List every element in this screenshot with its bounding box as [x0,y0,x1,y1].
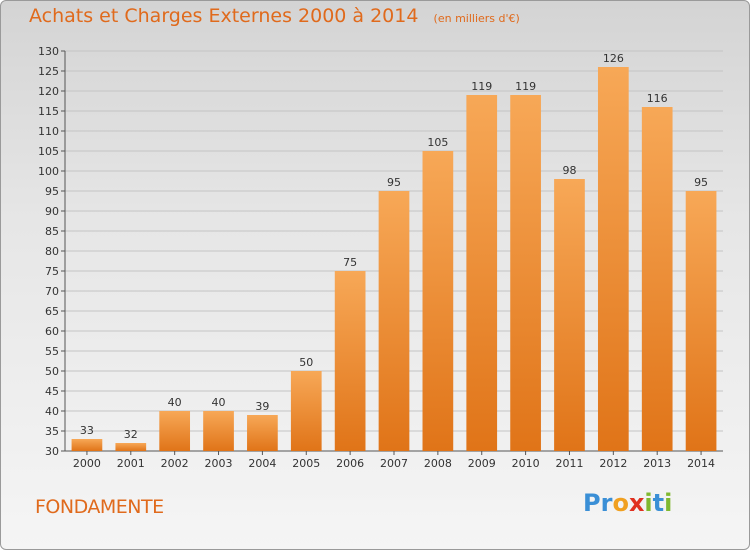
bar-2012 [597,67,629,451]
y-tick-label: 35 [45,425,59,438]
bar-2009 [466,95,498,451]
bar-2006 [334,271,366,451]
bar-2013 [641,107,673,451]
x-tick-label: 2014 [687,457,715,470]
y-tick-label: 60 [45,325,59,338]
y-tick-label: 110 [38,125,59,138]
y-tick-label: 70 [45,285,59,298]
data-label: 75 [343,256,357,269]
data-label: 119 [471,80,492,93]
x-tick-label: 2006 [336,457,364,470]
logo-letter: i [644,489,653,517]
x-tick-label: 2000 [73,457,101,470]
data-label: 40 [168,396,182,409]
y-tick-label: 40 [45,405,59,418]
y-tick-label: 100 [38,165,59,178]
x-tick-label: 2005 [292,457,320,470]
value-labels: 33 32 40 40 39 50 75 95 105 119 119 98 126 116 95 [80,52,708,441]
x-tick-label: 2001 [117,457,145,470]
bar-2003 [203,411,234,451]
title-row: Achats et Charges Externes 2000 à 2014 (… [29,5,520,27]
logo-letter: r [600,489,613,517]
bars [71,67,717,451]
logo-letter: P [583,489,601,517]
x-tick-label: 2009 [468,457,496,470]
bar-2005 [290,371,322,451]
data-label: 50 [299,356,313,369]
logo-letter: t [652,489,665,517]
logo-letter: o [612,489,629,517]
data-label: 40 [212,396,226,409]
x-tick-label: 2002 [161,457,189,470]
data-label: 116 [647,92,668,105]
bar-2000 [71,439,103,451]
y-tick-label: 115 [38,105,59,118]
chart-title: Achats et Charges Externes 2000 à 2014 [29,5,419,27]
y-tick-label: 65 [45,305,59,318]
x-tick-label: 2012 [599,457,627,470]
bar-2002 [159,411,191,451]
logo-letter: x [628,489,645,517]
x-tick-label: 2008 [424,457,452,470]
bar-2008 [422,151,454,451]
y-tick-label: 75 [45,265,59,278]
y-tick-label: 45 [45,385,59,398]
y-tick-label: 85 [45,225,59,238]
y-tick-label: 105 [38,145,59,158]
x-tick-label: 2003 [205,457,233,470]
data-label: 95 [694,176,708,189]
bar-2010 [510,95,541,451]
bar-2011 [554,179,585,451]
data-label: 126 [603,52,624,65]
x-tick-label: 2007 [380,457,408,470]
x-tick-label: 2013 [643,457,671,470]
bar-2007 [378,191,410,451]
y-tick-label: 120 [38,85,59,98]
chart-subtitle: (en milliers d'€) [433,12,520,25]
data-label: 32 [124,428,138,441]
y-tick-label: 125 [38,65,59,78]
bar-2001 [115,443,147,451]
data-label: 119 [515,80,536,93]
x-tick-label: 2011 [555,457,583,470]
bar-2004 [247,415,278,451]
logo-letter: i [664,489,673,517]
y-tick-label: 95 [45,185,59,198]
data-label: 33 [80,424,94,437]
y-tick-label: 130 [38,45,59,58]
data-label: 39 [255,400,269,413]
y-tick-label: 50 [45,365,59,378]
bar-2014 [685,191,717,451]
x-tick-label: 2004 [248,457,276,470]
y-tick-label: 30 [45,445,59,458]
data-label: 95 [387,176,401,189]
y-tick-label: 55 [45,345,59,358]
y-tick-label: 90 [45,205,59,218]
data-label: 98 [562,164,576,177]
data-label: 105 [427,136,448,149]
y-tick-label: 80 [45,245,59,258]
axes: 30 35 40 45 50 55 60 65 70 75 80 85 90 95 100 105 110 115… [38,45,723,470]
proxiti-logo[interactable]: Proxiti [583,489,672,517]
x-tick-label: 2010 [512,457,540,470]
commune-name: FONDAMENTE [35,496,164,518]
